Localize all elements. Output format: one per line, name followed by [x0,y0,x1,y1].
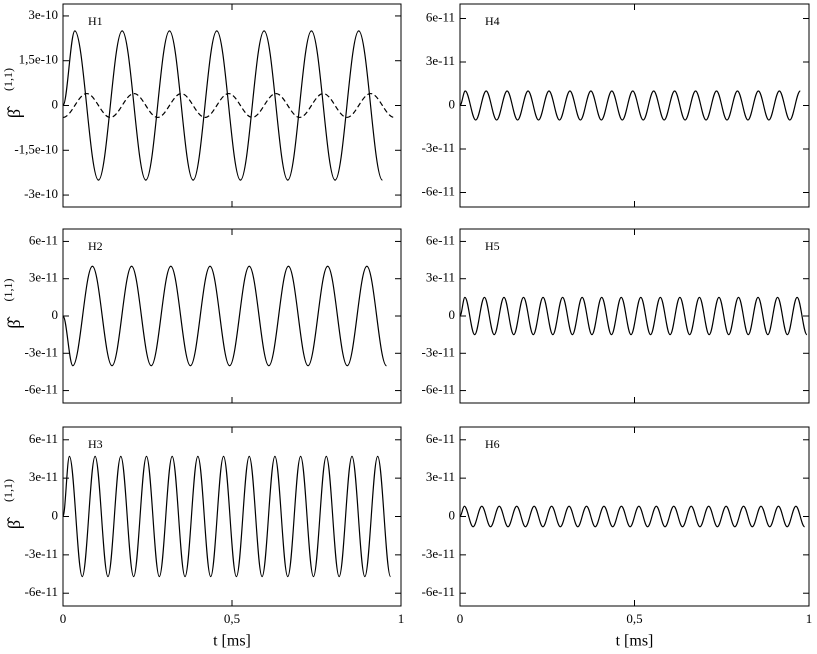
panel-label: H3 [88,437,103,451]
data-line [459,90,801,121]
y-tick-label: -6e-11 [422,584,455,599]
panel-frame [459,228,810,404]
y-tick-label: -6e-11 [422,382,455,397]
y-tick-label: 6e-11 [426,232,455,247]
y-tick-label: -3e-11 [25,344,58,359]
y-axis-label-sup: (1,1) [1,279,15,302]
panel-label: H4 [485,14,500,28]
y-tick-label: -3e-11 [422,344,455,359]
y-tick-label: 0 [52,507,59,522]
y-tick-label: -3e-11 [422,546,455,561]
panel-label: H1 [88,14,103,28]
x-tick-label: 0,5 [626,611,642,626]
y-tick-label: -3e-11 [25,546,58,561]
y-axis-label: β̂ [4,316,24,328]
y-tick-label: -3e-11 [422,140,455,155]
panel-frame [62,426,402,607]
y-tick-label: 0 [449,96,456,111]
y-tick-label: 3e-11 [29,270,58,285]
y-tick-label: 0 [449,507,456,522]
y-tick-label: -6e-11 [25,584,58,599]
y-tick-label: 0 [449,307,456,322]
x-tick-label: 0,5 [224,611,240,626]
data-line [62,455,392,578]
x-tick-label: 1 [806,611,813,626]
y-tick-label: -3e-10 [24,186,58,201]
x-tick-label: 0 [457,611,464,626]
y-tick-label: 3e-11 [426,469,455,484]
x-axis-label: t [ms] [616,633,654,650]
data-line [62,92,395,119]
x-axis-label: t [ms] [213,633,251,650]
y-tick-label: 3e-10 [28,7,58,22]
data-line [62,30,383,181]
panel-frame [62,3,402,208]
y-tick-label: -1,5e-10 [14,141,58,156]
y-tick-label: 6e-11 [426,9,455,24]
x-tick-label: 0 [60,611,67,626]
panel-frame [62,228,402,404]
y-tick-label: 0 [52,96,59,111]
y-tick-label: -6e-11 [422,183,455,198]
panel-label: H2 [88,239,103,253]
y-axis-label: β̂ [4,106,24,118]
y-tick-label: 3e-11 [426,53,455,68]
x-tick-label: 1 [398,611,405,626]
y-tick-label: 0 [52,307,59,322]
y-tick-label: 6e-11 [29,431,58,446]
data-line [62,265,388,367]
y-tick-label: 6e-11 [426,431,455,446]
data-line [459,505,806,528]
y-axis-label: β̂ [4,517,24,529]
panel-label: H6 [485,437,500,451]
y-tick-label: 6e-11 [29,232,58,247]
y-tick-label: 3e-11 [29,469,58,484]
data-line [459,296,808,336]
y-tick-label: -6e-11 [25,382,58,397]
y-tick-label: 3e-11 [426,270,455,285]
y-axis-label-sup: (1,1) [1,479,15,502]
y-axis-label-sup: (1,1) [1,68,15,91]
y-tick-label: 1,5e-10 [19,52,58,67]
panel-label: H5 [485,239,500,253]
